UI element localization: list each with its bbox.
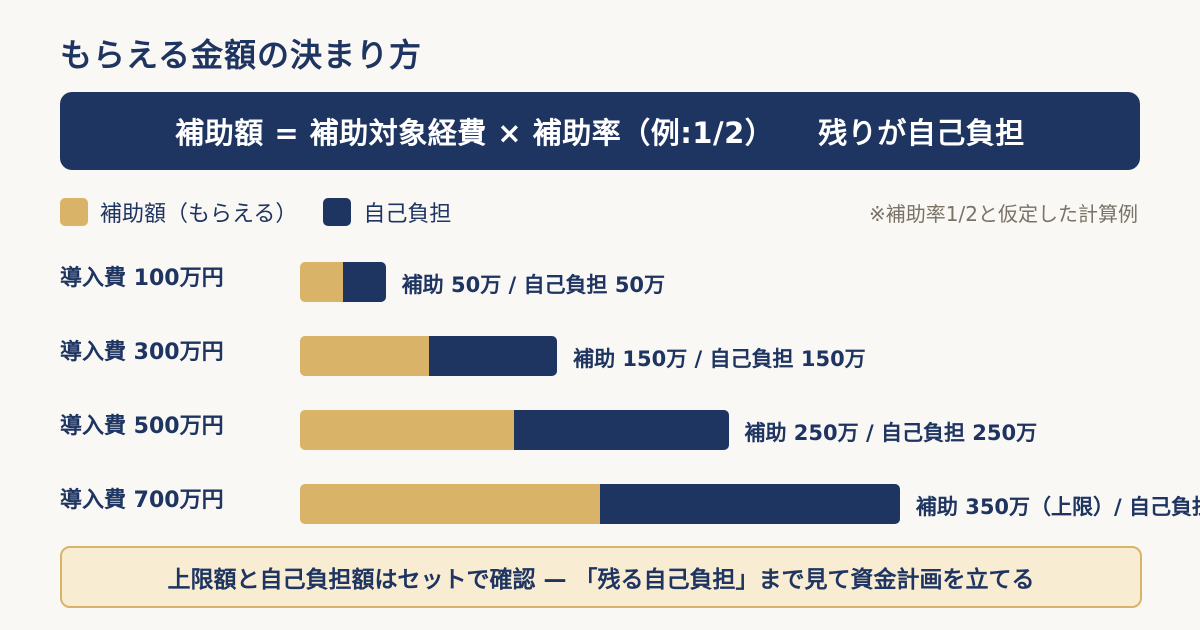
bar-self-pay bbox=[514, 410, 729, 450]
bar-data-label: 補助 150万 / 自己負担 150万 bbox=[573, 347, 866, 371]
legend-item-self-pay: 自己負担 bbox=[323, 196, 451, 228]
assumption-note: ※補助率1/2と仮定した計算例 bbox=[869, 202, 1138, 226]
bar-self-pay bbox=[599, 484, 900, 524]
bar-self-pay bbox=[342, 262, 386, 302]
page-title: もらえる金額の決まり方 bbox=[60, 36, 423, 74]
footer-callout: 上限額と自己負担額はセットで確認 — 「残る自己負担」まで見て資金計画を立てる bbox=[60, 546, 1142, 608]
row-label: 導入費 100万円 bbox=[60, 266, 224, 291]
bar-self-pay bbox=[428, 336, 558, 376]
legend-item-subsidy: 補助額（もらえる） bbox=[60, 196, 297, 228]
bar-subsidy bbox=[300, 410, 515, 450]
row-label: 導入費 700万円 bbox=[60, 488, 224, 513]
legend-label-self-pay: 自己負担 bbox=[363, 202, 452, 227]
formula-banner: 補助額 = 補助対象経費 × 補助率（例:1/2） 残りが自己負担 bbox=[60, 92, 1140, 170]
footer-text: 上限額と自己負担額はセットで確認 — 「残る自己負担」まで見て資金計画を立てる bbox=[167, 567, 1035, 593]
legend-label-subsidy: 補助額（もらえる） bbox=[100, 202, 298, 227]
row-label: 導入費 300万円 bbox=[60, 340, 224, 365]
bar-subsidy bbox=[300, 262, 343, 302]
chart-legend: 補助額（もらえる） 自己負担 bbox=[60, 196, 477, 228]
bar-data-label: 補助 50万 / 自己負担 50万 bbox=[401, 273, 666, 297]
legend-swatch-self-pay bbox=[323, 198, 352, 226]
formula-text: 補助額 = 補助対象経費 × 補助率（例:1/2） bbox=[175, 116, 775, 150]
bar-subsidy bbox=[300, 484, 600, 524]
formula-rest-text: 残りが自己負担 bbox=[818, 116, 1025, 150]
legend-swatch-subsidy bbox=[60, 198, 88, 226]
bar-data-label: 補助 350万（上限）/ 自己負担 350万 bbox=[915, 495, 1200, 519]
bar-subsidy bbox=[300, 336, 429, 376]
bar-data-label: 補助 250万 / 自己負担 250万 bbox=[744, 421, 1038, 445]
row-label: 導入費 500万円 bbox=[60, 414, 224, 439]
